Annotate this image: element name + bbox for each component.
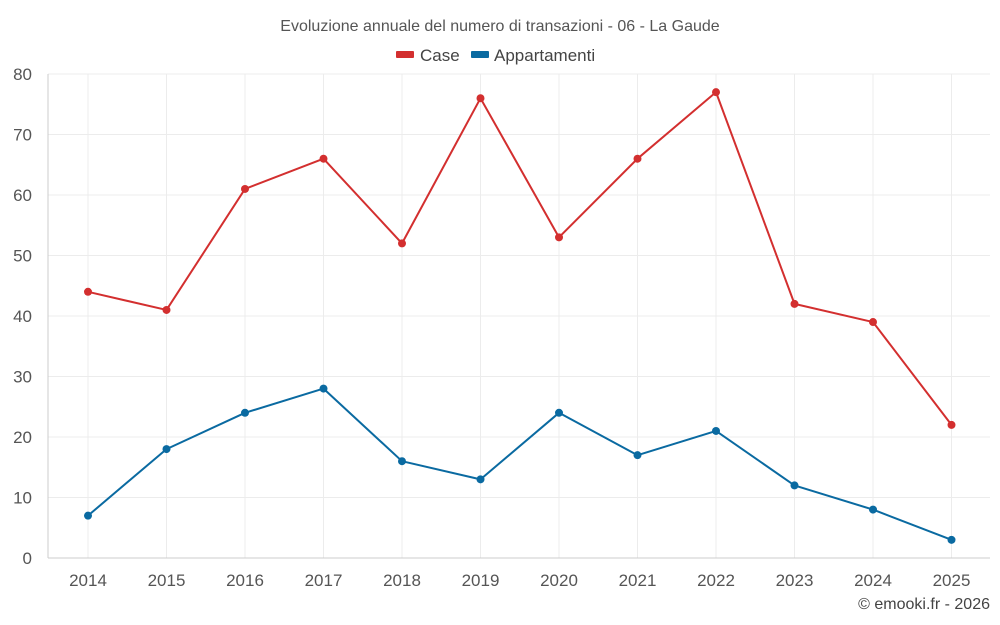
legend-label: Case (420, 46, 460, 65)
x-tick-label: 2017 (305, 571, 343, 590)
y-tick-label: 40 (13, 307, 32, 326)
legend[interactable]: Case Appartamenti (396, 46, 595, 65)
y-tick-label: 20 (13, 428, 32, 447)
data-point-appartamenti (869, 505, 877, 514)
x-tick-label: 2020 (540, 571, 578, 590)
data-point-case (84, 287, 92, 296)
series-line-appartamenti (87, 387, 952, 541)
data-point-appartamenti (84, 511, 92, 520)
series-group (84, 88, 956, 544)
x-tick-label: 2025 (933, 571, 971, 590)
legend-swatch (396, 51, 414, 58)
data-point-case (555, 233, 563, 242)
data-point-appartamenti (633, 451, 642, 460)
series-line-case (87, 91, 953, 426)
x-tick-label: 2022 (697, 571, 735, 590)
legend-item-appartamenti[interactable]: Appartamenti (471, 46, 595, 65)
data-point-case (319, 154, 328, 163)
legend-item-case[interactable]: Case (396, 46, 460, 65)
data-point-case (162, 305, 171, 314)
y-tick-label: 70 (13, 126, 32, 145)
data-point-appartamenti (947, 535, 956, 544)
x-tick-label: 2019 (462, 571, 500, 590)
data-point-case (790, 299, 799, 308)
chart-title: Evoluzione annuale del numero di transaz… (280, 18, 719, 35)
legend-label: Appartamenti (494, 46, 595, 65)
y-tick-label: 30 (13, 368, 32, 387)
data-point-case (869, 318, 877, 327)
y-tick-label: 0 (23, 549, 32, 568)
data-point-case (947, 420, 956, 429)
credit-text: © emooki.fr - 2026 (858, 596, 990, 613)
y-axis: 0 10 20 30 40 50 60 70 80 (13, 65, 49, 568)
data-point-appartamenti (319, 384, 328, 393)
data-point-appartamenti (790, 481, 799, 490)
data-point-appartamenti (162, 445, 171, 454)
data-point-case (476, 94, 485, 103)
data-point-appartamenti (712, 426, 720, 435)
x-tick-label: 2024 (854, 571, 892, 590)
x-tick-label: 2021 (619, 571, 657, 590)
data-point-case (633, 154, 642, 163)
x-tick-label: 2014 (69, 571, 107, 590)
x-tick-label: 2016 (226, 571, 264, 590)
data-point-case (241, 184, 249, 193)
x-tick-label: 2018 (383, 571, 421, 590)
data-point-case (398, 239, 406, 248)
data-point-appartamenti (241, 408, 249, 417)
y-tick-label: 80 (13, 65, 32, 84)
x-axis: 2014 2015 2016 2017 2018 2019 2020 2021 2022 2023… (48, 557, 990, 590)
data-point-appartamenti (476, 475, 485, 484)
y-tick-label: 60 (13, 186, 32, 205)
y-tick-label: 50 (13, 247, 32, 266)
data-point-appartamenti (555, 408, 563, 417)
data-point-appartamenti (398, 457, 406, 466)
y-tick-label: 10 (13, 489, 32, 508)
legend-swatch (471, 51, 489, 58)
x-tick-label: 2015 (148, 571, 186, 590)
x-tick-label: 2023 (776, 571, 814, 590)
data-point-case (712, 88, 720, 97)
